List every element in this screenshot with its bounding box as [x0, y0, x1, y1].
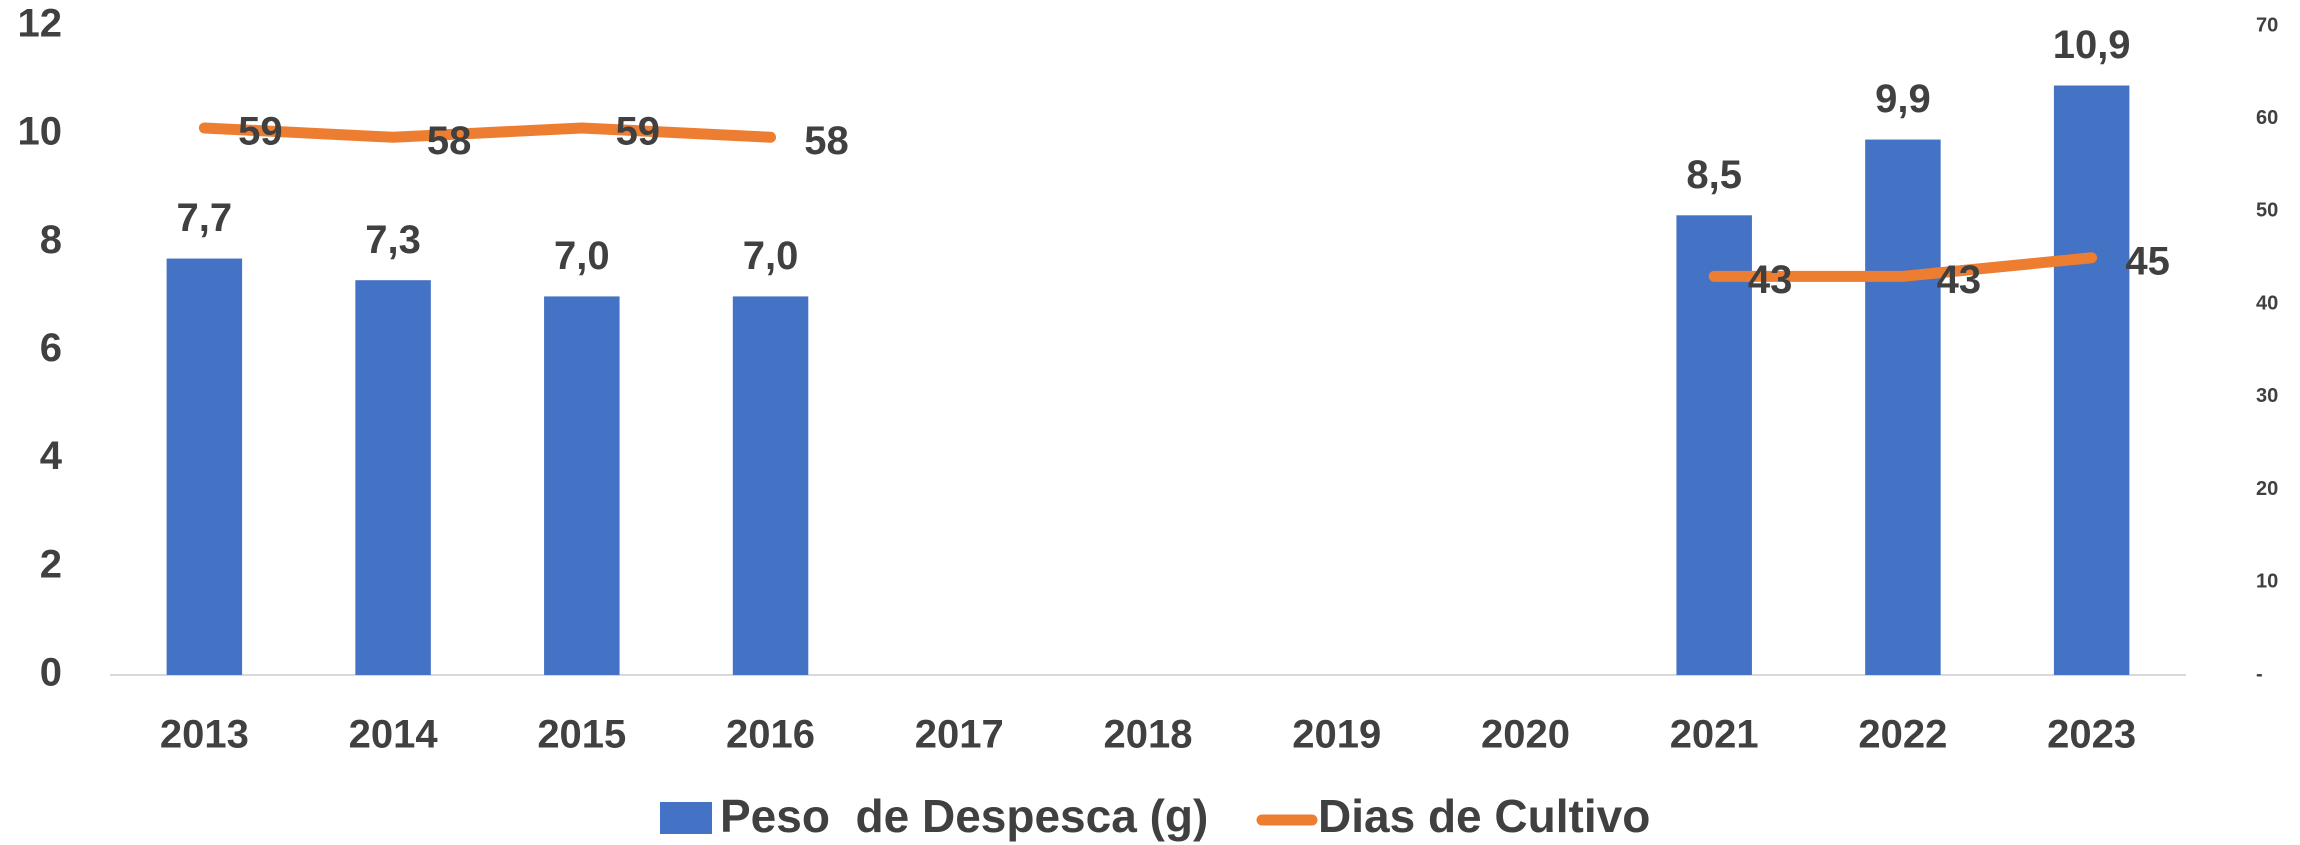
x-tick-label: 2018 [1104, 713, 1193, 757]
y-tick-label: 0 [40, 651, 62, 695]
y2-tick-label: 30 [2256, 385, 2278, 407]
y2-tick-label: 10 [2256, 571, 2278, 593]
bar-value-label: 7,3 [365, 218, 421, 262]
y-tick-label: 8 [40, 218, 62, 262]
legend-label: Peso de Despesca (g) [720, 790, 1208, 842]
x-tick-label: 2020 [1481, 713, 1570, 757]
bar-value-label: 7,0 [743, 234, 799, 278]
y-tick-label: 10 [18, 110, 63, 154]
line-value-label: 43 [1937, 258, 1982, 302]
x-tick-label: 2014 [349, 713, 439, 757]
y-tick-label: 4 [40, 434, 63, 478]
x-tick-label: 2017 [915, 713, 1004, 757]
y-tick-label: 6 [40, 326, 62, 370]
bar-value-label: 8,5 [1686, 153, 1742, 197]
line-value-label: 45 [2125, 239, 2170, 283]
y-tick-label: 2 [40, 542, 62, 586]
bar [732, 296, 809, 675]
line-value-label: 59 [616, 110, 661, 154]
legend-swatch [660, 802, 712, 834]
x-tick-label: 2021 [1670, 713, 1759, 757]
bar [544, 296, 620, 675]
line-value-label: 58 [804, 119, 849, 163]
y2-tick-label: 50 [2256, 200, 2278, 222]
x-tick-label: 2023 [2047, 713, 2136, 757]
line-value-label: 43 [1748, 258, 1793, 302]
bar-value-label: 7,7 [177, 196, 233, 240]
y2-tick-label: 40 [2256, 292, 2278, 314]
bar-value-label: 7,0 [554, 234, 610, 278]
y2-tick-label: - [2256, 663, 2263, 685]
line-value-label: 59 [238, 110, 283, 154]
line [198, 122, 2098, 282]
y-tick-label: 12 [18, 2, 63, 46]
x-tick-label: 2016 [726, 713, 815, 757]
bar [2053, 85, 2130, 675]
bar-value-label: 9,9 [1875, 77, 1931, 121]
y2-tick-label: 60 [2256, 107, 2278, 129]
bar [166, 258, 243, 675]
line-value-label: 58 [427, 119, 472, 163]
x-tick-label: 2015 [537, 713, 626, 757]
x-tick-label: 2019 [1292, 713, 1381, 757]
y2-tick-label: 70 [2256, 14, 2278, 36]
legend-label: Dias de Cultivo [1318, 790, 1650, 842]
bar [1865, 139, 1941, 675]
x-tick-label: 2013 [160, 713, 249, 757]
y2-tick-label: 20 [2256, 478, 2278, 500]
x-tick-label: 2022 [1858, 713, 1947, 757]
bar-value-label: 10,9 [2053, 23, 2131, 67]
bar [1676, 215, 1752, 675]
bar [355, 280, 431, 675]
